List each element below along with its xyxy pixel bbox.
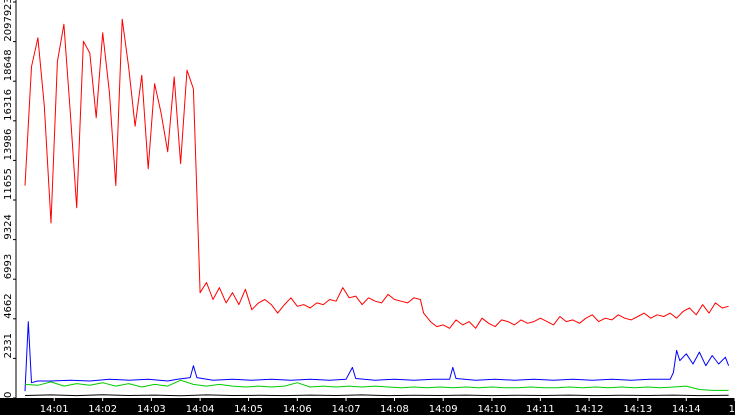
x-tick-label: 14:14 <box>672 404 701 415</box>
x-tick-label: 14:10 <box>478 404 507 415</box>
x-tick-label: 14:01 <box>40 404 69 415</box>
y-tick-label: 2331 <box>3 333 14 358</box>
y-axis: 0 2331 4662 6993 9324 11655 13986 16316 18648 209… <box>3 0 17 399</box>
x-axis: 14:01 14:02 14:03 14:04 14:05 14:06 14:07 14:08… <box>0 398 735 415</box>
x-axis-band <box>0 398 735 415</box>
x-tick-label: 14:06 <box>283 404 312 415</box>
y-tick-label: 18648 <box>3 49 14 81</box>
x-tick-label: 14:12 <box>575 404 604 415</box>
y-tick-label: 23310 <box>3 0 14 10</box>
y-tick-label: 16316 <box>3 89 14 121</box>
series-line-4 <box>24 394 729 397</box>
x-tick-label: 14:09 <box>429 404 458 415</box>
y-tick-label: 0 <box>3 392 14 398</box>
x-tick-label: 14:04 <box>186 404 215 415</box>
y-tick-label: 11655 <box>3 168 14 200</box>
x-tick-label: 14:07 <box>332 404 361 415</box>
x-tick-label: 14:08 <box>380 404 409 415</box>
y-tick-label: 4662 <box>3 293 14 318</box>
y-tick-label: 20979 <box>3 10 14 42</box>
y-tick-label: 6993 <box>3 254 14 279</box>
x-tick-label: 14:05 <box>234 404 263 415</box>
y-tick-label: 9324 <box>3 214 14 239</box>
x-tick-label: 14:03 <box>137 404 166 415</box>
x-tick-label: 14:11 <box>526 404 555 415</box>
series-line-3 <box>24 379 729 391</box>
y-tick-label: 13986 <box>3 129 14 161</box>
x-tick-label: 14:02 <box>88 404 117 415</box>
x-tick-label: 14 <box>729 404 735 415</box>
series-line-1 <box>24 18 729 329</box>
plot-lines <box>24 18 730 397</box>
series-line-2 <box>24 321 730 392</box>
x-tick-label: 14:13 <box>623 404 652 415</box>
